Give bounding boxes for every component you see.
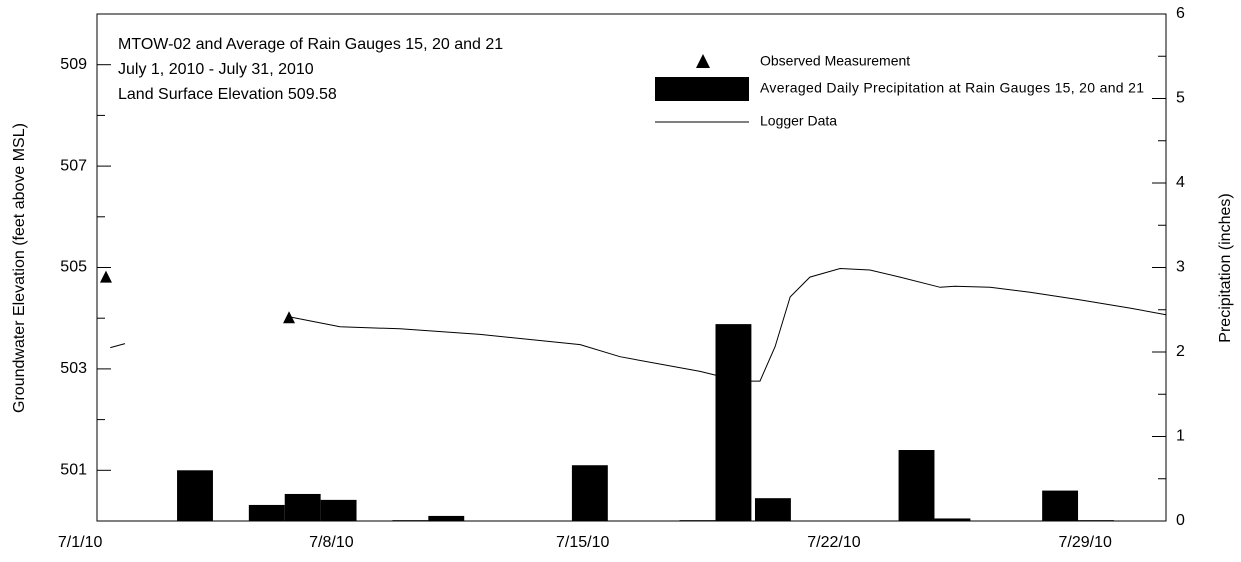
y-tick-label: 501 <box>60 462 87 479</box>
x-tick-label: 7/8/10 <box>309 534 354 551</box>
legend-marker <box>696 54 710 68</box>
bar <box>754 498 791 521</box>
title-line: July 1, 2010 - July 31, 2010 <box>118 61 314 78</box>
bar <box>715 324 752 521</box>
bar <box>320 499 357 521</box>
bar <box>248 504 285 521</box>
x-tick-label: 7/1/10 <box>58 534 103 551</box>
bar <box>934 518 971 521</box>
bar <box>1078 520 1114 521</box>
y2-tick-label: 3 <box>1176 259 1185 276</box>
y2-axis-label: Precipitation (inches) <box>1217 193 1234 342</box>
y2-tick-label: 5 <box>1176 90 1185 107</box>
y-tick-label: 505 <box>60 259 87 276</box>
legend-label: Logger Data <box>760 113 837 129</box>
y-tick-label: 509 <box>60 56 87 73</box>
y-tick-label: 503 <box>60 360 87 377</box>
y2-tick-label: 1 <box>1176 428 1185 445</box>
legend-swatch <box>655 77 749 101</box>
x-tick-label: 7/15/10 <box>556 534 609 551</box>
bar <box>428 515 465 521</box>
y2-tick-label: 6 <box>1176 5 1185 22</box>
y-axis-label: Groundwater Elevation (feet above MSL) <box>11 123 28 413</box>
bar <box>679 520 716 521</box>
bar <box>284 493 321 521</box>
legend-label: Averaged Daily Precipitation at Rain Gau… <box>760 80 1144 96</box>
bar <box>392 520 429 521</box>
legend-label: Observed Measurement <box>760 53 910 69</box>
y2-tick-label: 0 <box>1176 512 1185 529</box>
y-tick-label: 507 <box>60 157 87 174</box>
marker <box>99 270 112 283</box>
y2-tick-label: 2 <box>1176 343 1185 360</box>
title-line: MTOW-02 and Average of Rain Gauges 15, 2… <box>118 36 503 53</box>
title-line: Land Surface Elevation 509.58 <box>118 86 337 103</box>
bar <box>898 450 935 521</box>
bar <box>1042 490 1079 521</box>
bar <box>571 465 608 521</box>
bar <box>177 470 213 521</box>
y2-tick-label: 4 <box>1176 174 1185 191</box>
x-tick-label: 7/29/10 <box>1059 534 1112 551</box>
line <box>110 267 1167 382</box>
x-tick-label: 7/22/10 <box>807 534 860 551</box>
